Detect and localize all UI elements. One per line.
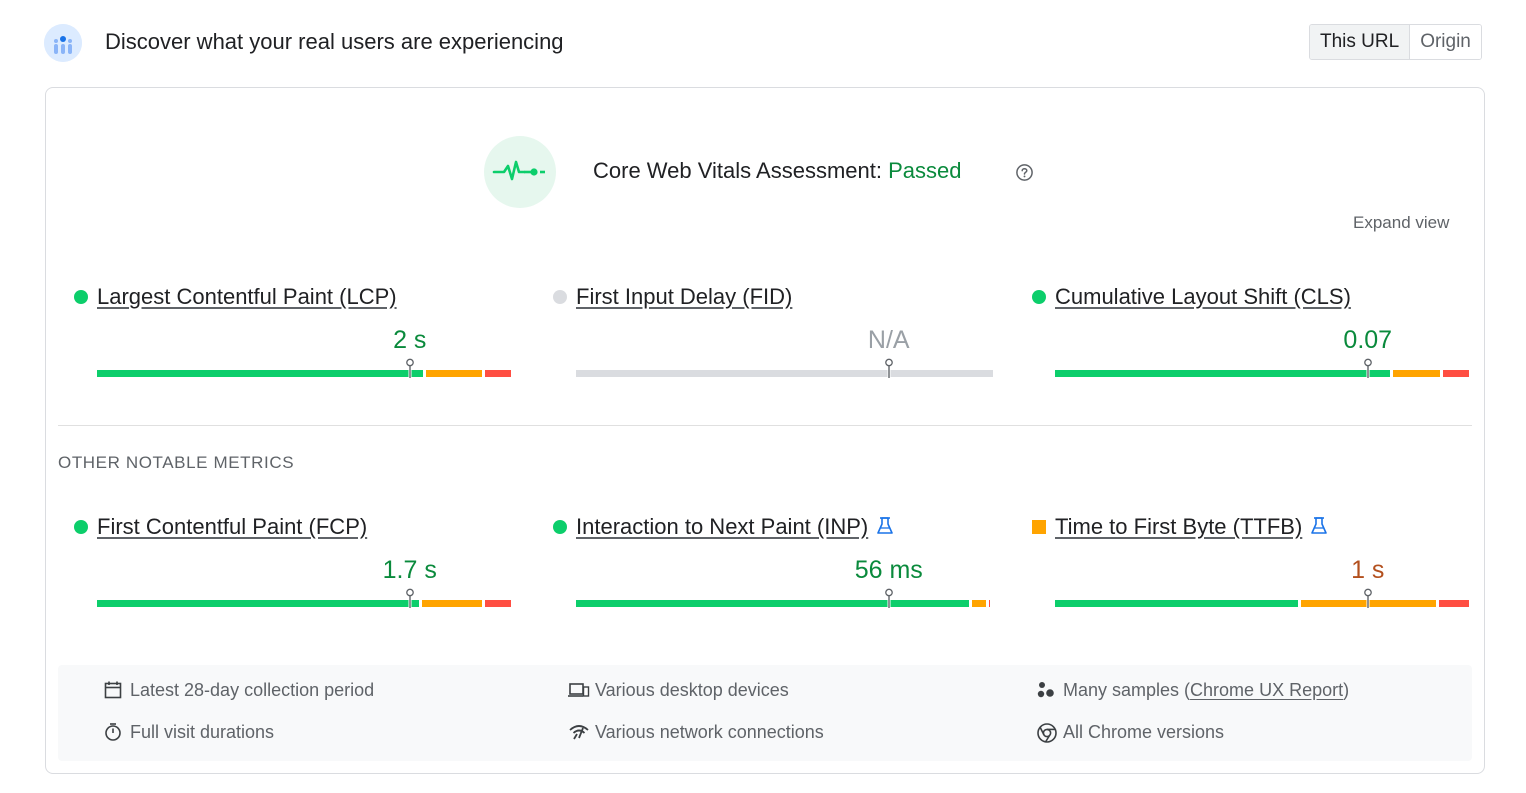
p75-marker xyxy=(884,358,893,378)
metric-value: 2 s xyxy=(393,326,427,354)
devices-icon xyxy=(568,680,590,700)
distribution-bar xyxy=(97,588,514,608)
header: Discover what your real users are experi… xyxy=(0,0,1526,88)
footer-devices-text: Various desktop devices xyxy=(595,680,789,700)
metric-name-link[interactable]: First Input Delay (FID) xyxy=(576,284,793,309)
good-dot-icon xyxy=(74,520,88,534)
p75-marker xyxy=(884,588,893,608)
metric-name-link[interactable]: Largest Contentful Paint (LCP) xyxy=(97,284,397,309)
needs-improvement-segment xyxy=(1392,370,1440,377)
samples-prefix: Many samples ( xyxy=(1063,680,1191,700)
distribution-bar xyxy=(576,358,993,378)
footer-period-text: Latest 28-day collection period xyxy=(130,680,375,700)
metric-fid: First Input Delay (FID) N/A xyxy=(553,284,993,394)
good-segment xyxy=(97,370,424,377)
this-url-button[interactable]: This URL xyxy=(1310,25,1411,59)
good-segment xyxy=(576,600,970,607)
footer-versions-text: All Chrome versions xyxy=(1063,722,1225,742)
no-data-segment xyxy=(576,370,993,377)
samples-icon xyxy=(1036,680,1056,700)
no-data-dot-icon xyxy=(553,290,567,304)
cwv-assessment-status: Passed xyxy=(888,158,962,183)
good-dot-icon xyxy=(1032,290,1046,304)
cwv-assessment-label: Core Web Vitals Assessment: xyxy=(593,158,882,183)
metric-name-link[interactable]: Cumulative Layout Shift (CLS) xyxy=(1055,284,1351,309)
distribution-bar xyxy=(576,588,993,608)
needs-improvement-segment xyxy=(422,600,482,607)
chrome-icon xyxy=(1036,722,1057,743)
divider xyxy=(58,425,1472,426)
distribution-bar xyxy=(97,358,514,378)
poor-segment xyxy=(1438,600,1469,607)
metric-name-link[interactable]: First Contentful Paint (FCP) xyxy=(97,514,368,539)
distribution-bar xyxy=(1055,588,1472,608)
metric-value: N/A xyxy=(867,326,910,354)
collection-details: Latest 28-day collection period Full vis… xyxy=(58,665,1472,761)
page-title: Discover what your real users are experi… xyxy=(105,29,564,54)
metric-value: 0.07 xyxy=(1343,326,1393,354)
p75-marker xyxy=(405,358,414,378)
metric-value: 56 ms xyxy=(854,556,923,584)
network-icon xyxy=(568,722,589,742)
metric-fcp: First Contentful Paint (FCP) 1.7 s xyxy=(74,514,514,624)
origin-button[interactable]: Origin xyxy=(1410,25,1481,59)
crux-logo-icon xyxy=(44,24,82,62)
poor-segment xyxy=(484,600,511,607)
cwv-assessment-title: Core Web Vitals Assessment: Passed xyxy=(593,158,962,184)
url-origin-toggle: This URL Origin xyxy=(1309,24,1482,60)
p75-marker xyxy=(1363,358,1372,378)
chrome-ux-report-link[interactable]: Chrome UX Report xyxy=(1190,680,1344,700)
metric-lcp: Largest Contentful Paint (LCP) 2 s xyxy=(74,284,514,394)
needs-improvement-segment xyxy=(426,370,482,377)
experimental-beaker-icon xyxy=(1310,516,1328,536)
metric-value: 1.7 s xyxy=(382,556,437,584)
experimental-beaker-icon xyxy=(876,516,894,536)
help-circle-icon[interactable] xyxy=(1015,163,1034,182)
field-data-panel: Core Web Vitals Assessment: Passed Expan… xyxy=(45,87,1485,774)
needs-improvement-segment xyxy=(972,600,986,607)
samples-suffix: ) xyxy=(1343,680,1350,700)
metric-name-link[interactable]: Interaction to Next Paint (INP) xyxy=(576,514,869,539)
good-dot-icon xyxy=(553,520,567,534)
p75-marker xyxy=(1363,588,1372,608)
footer-network-text: Various network connections xyxy=(595,722,824,742)
metric-inp: Interaction to Next Paint (INP) 56 ms xyxy=(553,514,993,624)
needs-improvement-square-icon xyxy=(1032,520,1046,534)
metric-cls: Cumulative Layout Shift (CLS) 0.07 xyxy=(1032,284,1472,394)
calendar-icon xyxy=(103,680,123,700)
metric-name-link[interactable]: Time to First Byte (TTFB) xyxy=(1055,514,1303,539)
other-metrics-heading: OTHER NOTABLE METRICS xyxy=(58,453,295,472)
distribution-bar xyxy=(1055,358,1472,378)
good-segment xyxy=(1055,600,1299,607)
metric-ttfb: Time to First Byte (TTFB) 1 s xyxy=(1032,514,1472,624)
p75-marker xyxy=(405,588,414,608)
good-segment xyxy=(97,600,420,607)
poor-segment xyxy=(484,370,511,377)
poor-segment xyxy=(988,600,990,607)
stopwatch-icon xyxy=(103,722,123,742)
poor-segment xyxy=(1442,370,1469,377)
metric-value: 1 s xyxy=(1351,556,1385,584)
expand-view-button[interactable]: Expand view xyxy=(1353,213,1450,232)
footer-durations-text: Full visit durations xyxy=(130,722,275,742)
good-dot-icon xyxy=(74,290,88,304)
footer-samples-text: Many samples (Chrome UX Report) xyxy=(1063,680,1349,701)
pulse-icon xyxy=(484,136,556,208)
good-segment xyxy=(1055,370,1390,377)
